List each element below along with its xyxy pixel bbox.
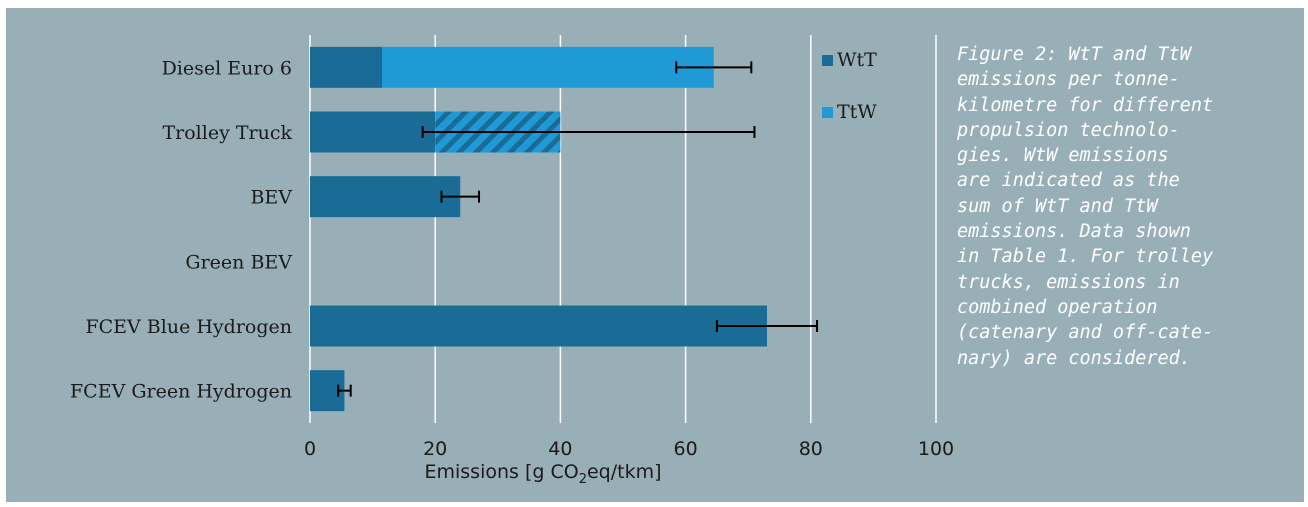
x-tick-label: 40 <box>548 438 572 460</box>
error-bar-trolley-truck <box>421 126 756 138</box>
category-label: Green BEV <box>185 251 292 273</box>
bar-wtt-diesel-euro-6 <box>310 46 382 88</box>
legend-swatch-wtt <box>822 55 833 66</box>
legend-swatch-ttw <box>822 107 833 118</box>
bar-wtt-fcev-blue-hydrogen <box>310 305 767 347</box>
category-label: Trolley Truck <box>162 122 292 144</box>
x-tick-label: 0 <box>304 438 316 460</box>
chart-panel: Diesel Euro 6 Trolley Truck BEV Green BEV FC… <box>6 8 1304 502</box>
error-bar-diesel-euro-6 <box>675 61 753 74</box>
legend-label-ttw: TtW <box>837 101 877 123</box>
category-label: FCEV Blue Hydrogen <box>85 316 292 338</box>
figure-caption: Figure 2: WtT and TtW emissions per tonn… <box>957 44 1214 369</box>
legend-label-wtt: WtT <box>837 49 877 71</box>
emissions-bar-chart: Diesel Euro 6 Trolley Truck BEV Green BEV FC… <box>70 35 954 487</box>
category-label: BEV <box>250 187 292 209</box>
x-tick-label: 100 <box>918 438 954 460</box>
x-axis-title: Emissions [g CO2eq/tkm] <box>424 461 661 487</box>
error-bar-bev <box>440 190 481 203</box>
category-label: FCEV Green Hydrogen <box>70 381 292 403</box>
bar-wtt-bev <box>310 176 461 218</box>
x-tick-label: 60 <box>674 438 698 460</box>
bar-ttw-diesel-euro-6 <box>381 46 714 88</box>
category-label: Diesel Euro 6 <box>162 57 292 79</box>
legend: WtT TtW <box>822 49 877 123</box>
bar-wtt-trolley-truck <box>310 111 436 153</box>
error-bar-fcev-green-hydrogen <box>337 384 352 397</box>
x-tick-label: 20 <box>423 438 447 460</box>
error-bar-fcev-blue-hydrogen <box>715 320 819 332</box>
x-tick-label: 80 <box>799 438 823 460</box>
